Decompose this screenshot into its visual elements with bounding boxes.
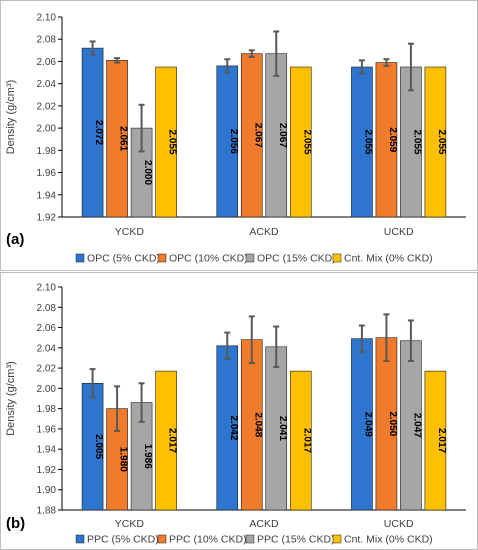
y-tick-label: 1.90	[37, 485, 57, 496]
y-tick-label: 1.92	[37, 465, 57, 476]
data-label: 2.061	[118, 126, 129, 151]
bar	[424, 370, 447, 511]
bar	[155, 66, 177, 218]
y-tick-label: 2.02	[37, 101, 57, 112]
y-tick-label: 2.10	[37, 283, 57, 294]
data-label: 2.055	[436, 129, 447, 154]
data-label: 2.017	[301, 428, 312, 453]
chart-panel-b: 1.88 1.90 1.92 1.94 1.96 1.98 2.00 2.02 2.04 2.06…	[5, 283, 466, 546]
panel-label: (b)	[6, 515, 25, 532]
data-label: 1.986	[142, 444, 153, 469]
category-label: ACKD	[249, 518, 279, 530]
y-tick-label: 1.96	[37, 424, 57, 435]
data-label: 2.048	[252, 412, 263, 437]
legend-swatch	[245, 534, 255, 544]
y-tick-label: 2.06	[37, 57, 57, 68]
y-tick-label: 1.88	[37, 506, 57, 517]
category-label: UCKD	[384, 226, 414, 238]
data-label: 2.055	[362, 129, 373, 154]
legend-label: PPC (10% CKD)	[169, 534, 247, 546]
y-tick-label: 1.98	[37, 404, 57, 415]
legend-label: PPC (15% CKD)	[257, 534, 335, 546]
data-label: 2.041	[277, 416, 288, 441]
y-tick-label: 1.94	[37, 445, 57, 456]
data-label: 2.017	[167, 428, 178, 453]
y-tick-label: 1.94	[37, 190, 57, 201]
chart-panel-a: 1.92 1.94 1.96 1.98 2.00 2.02 2.04 2.06 2.08 2.10…	[5, 13, 466, 265]
y-tick-label: 2.04	[37, 343, 57, 354]
legend-label: Cnt. Mix (0% CKD)	[344, 534, 433, 546]
legend-label: OPC (15% CKD)	[257, 253, 336, 265]
legend-swatch	[245, 253, 255, 263]
bar	[289, 370, 312, 511]
data-label: 2.005	[93, 434, 104, 459]
legend-swatch	[332, 253, 342, 263]
data-label: 2.049	[362, 412, 373, 437]
data-label: 2.067	[252, 123, 263, 148]
panel-label: (a)	[6, 231, 24, 248]
data-label: 2.000	[142, 160, 153, 185]
data-label: 2.055	[411, 129, 422, 154]
y-tick-label: 2.08	[37, 35, 57, 46]
y-tick-label: 2.02	[37, 364, 57, 375]
y-tick-label: 2.10	[37, 13, 57, 24]
category-label: YCKD	[115, 518, 145, 530]
data-label: 1.980	[118, 447, 129, 472]
y-tick-label: 2.04	[37, 79, 57, 90]
bar	[289, 66, 312, 218]
category-label: YCKD	[115, 226, 145, 238]
legend-swatch	[75, 534, 85, 544]
data-label: 2.042	[228, 415, 239, 440]
legend-label: Cnt. Mix (0% CKD)	[344, 253, 433, 265]
legend-swatch	[332, 534, 342, 544]
legend-label: OPC (10% CKD)	[169, 253, 248, 265]
legend-label: OPC (5% CKD)	[87, 253, 160, 265]
data-label: 2.059	[387, 127, 398, 152]
category-label: ACKD	[249, 226, 279, 238]
y-axis-label: Density (g/cm³)	[5, 80, 17, 155]
legend-swatch	[157, 253, 167, 263]
y-tick-label: 1.98	[37, 146, 57, 157]
data-label: 2.056	[228, 129, 239, 154]
data-label: 2.050	[387, 411, 398, 436]
y-axis-label: Density (g/cm³)	[5, 361, 17, 436]
category-label: UCKD	[384, 518, 414, 530]
y-tick-label: 2.00	[37, 384, 57, 395]
data-label: 2.072	[93, 120, 104, 145]
bar	[424, 66, 447, 218]
data-label: 2.047	[411, 413, 422, 438]
bar	[155, 370, 177, 511]
y-tick-label: 2.06	[37, 323, 57, 334]
legend-swatch	[75, 253, 85, 263]
y-tick-label: 1.92	[37, 213, 57, 224]
data-label: 2.067	[277, 123, 288, 148]
data-label: 2.055	[167, 129, 178, 154]
y-tick-label: 1.96	[37, 168, 57, 179]
data-label: 2.017	[436, 428, 447, 453]
legend-swatch	[157, 534, 167, 544]
y-tick-label: 2.00	[37, 124, 57, 135]
legend-label: PPC (5% CKD)	[87, 534, 159, 546]
data-label: 2.055	[301, 129, 312, 154]
y-tick-label: 2.08	[37, 303, 57, 314]
